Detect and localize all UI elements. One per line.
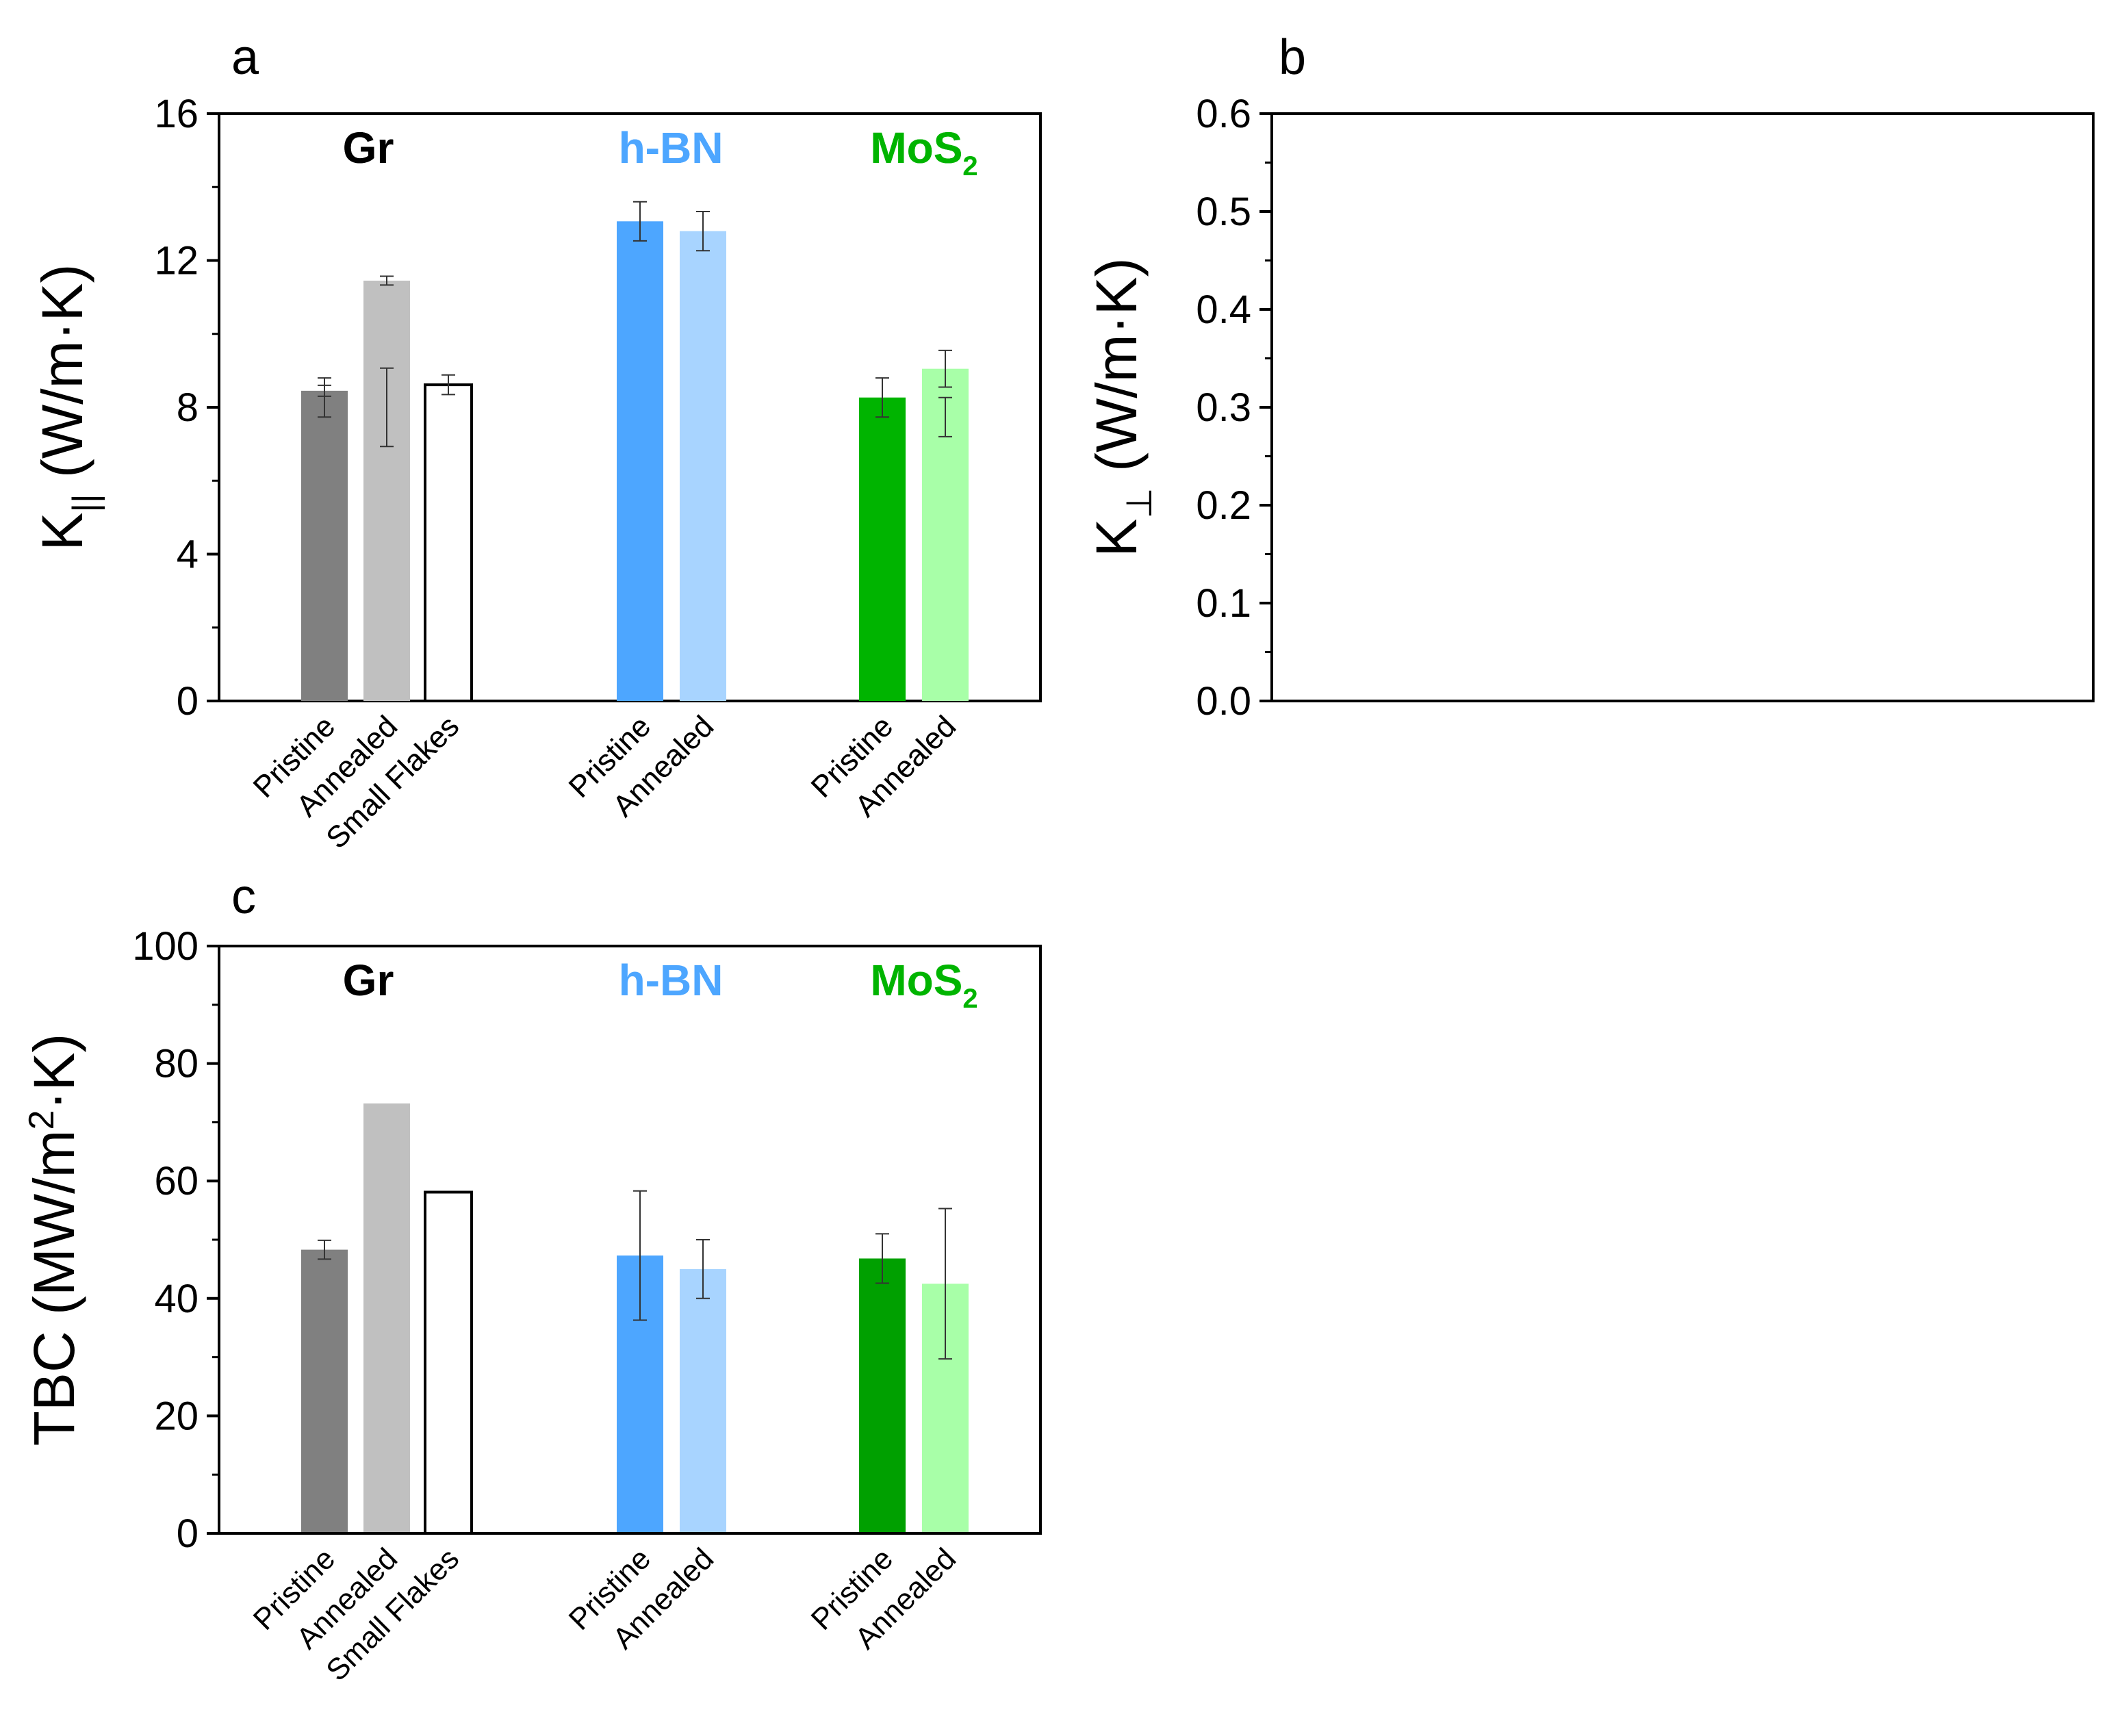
tick-label-y: 20	[154, 1394, 199, 1438]
tick-label-y: 16	[154, 92, 199, 136]
tick-label-y: 0.5	[1196, 190, 1251, 234]
group-title: h-BN	[619, 123, 724, 173]
tick-label-y: 0.1	[1196, 581, 1251, 626]
panel-letter: a	[231, 30, 259, 85]
tick-label-y: 0.3	[1196, 385, 1251, 430]
panel-letter: b	[1279, 30, 1306, 85]
bar	[301, 1249, 348, 1533]
y-axis-label: TBC (MW/m2·K)	[22, 1034, 86, 1446]
bar	[424, 383, 473, 702]
tick-label-y: 0	[177, 679, 199, 724]
panel-letter: c	[231, 869, 256, 924]
tick-label-y: 8	[177, 385, 199, 430]
tick-label-y: 0.6	[1196, 92, 1251, 136]
tick-label-y: 80	[154, 1042, 199, 1086]
tick-label-y: 0.2	[1196, 483, 1251, 528]
bar	[617, 221, 663, 701]
bar	[680, 231, 726, 702]
tick-label-y: 0.0	[1196, 679, 1251, 724]
tick-label-y: 0.4	[1196, 288, 1251, 332]
tick-label-y: 100	[132, 924, 199, 969]
bar	[922, 417, 969, 701]
y-axis-label: K⊥ (W/m·K)	[1084, 257, 1160, 557]
bar	[859, 397, 906, 701]
group-title: Gr	[343, 956, 394, 1005]
group-title: Gr	[343, 123, 394, 173]
group-title: MoS2	[870, 956, 977, 1014]
plot-frame	[1270, 112, 2095, 702]
tick-label-y: 4	[177, 533, 199, 577]
group-title: h-BN	[619, 956, 724, 1005]
bar	[363, 1103, 410, 1533]
group-title: h-BN	[619, 123, 724, 173]
bar	[859, 1258, 906, 1533]
bar	[301, 397, 348, 701]
tick-label-y: 12	[154, 239, 199, 283]
bar	[680, 1268, 726, 1533]
tick-label-y: 0	[177, 1511, 199, 1556]
bar	[363, 407, 410, 701]
bar	[424, 1190, 473, 1535]
tick-label-y: 60	[154, 1159, 199, 1203]
group-title: Gr	[343, 123, 394, 173]
tick-label-y: 40	[154, 1277, 199, 1321]
group-title: MoS2	[870, 123, 977, 181]
y-axis-label: K|| (W/m·K)	[30, 264, 105, 551]
group-title: MoS2	[870, 123, 977, 181]
